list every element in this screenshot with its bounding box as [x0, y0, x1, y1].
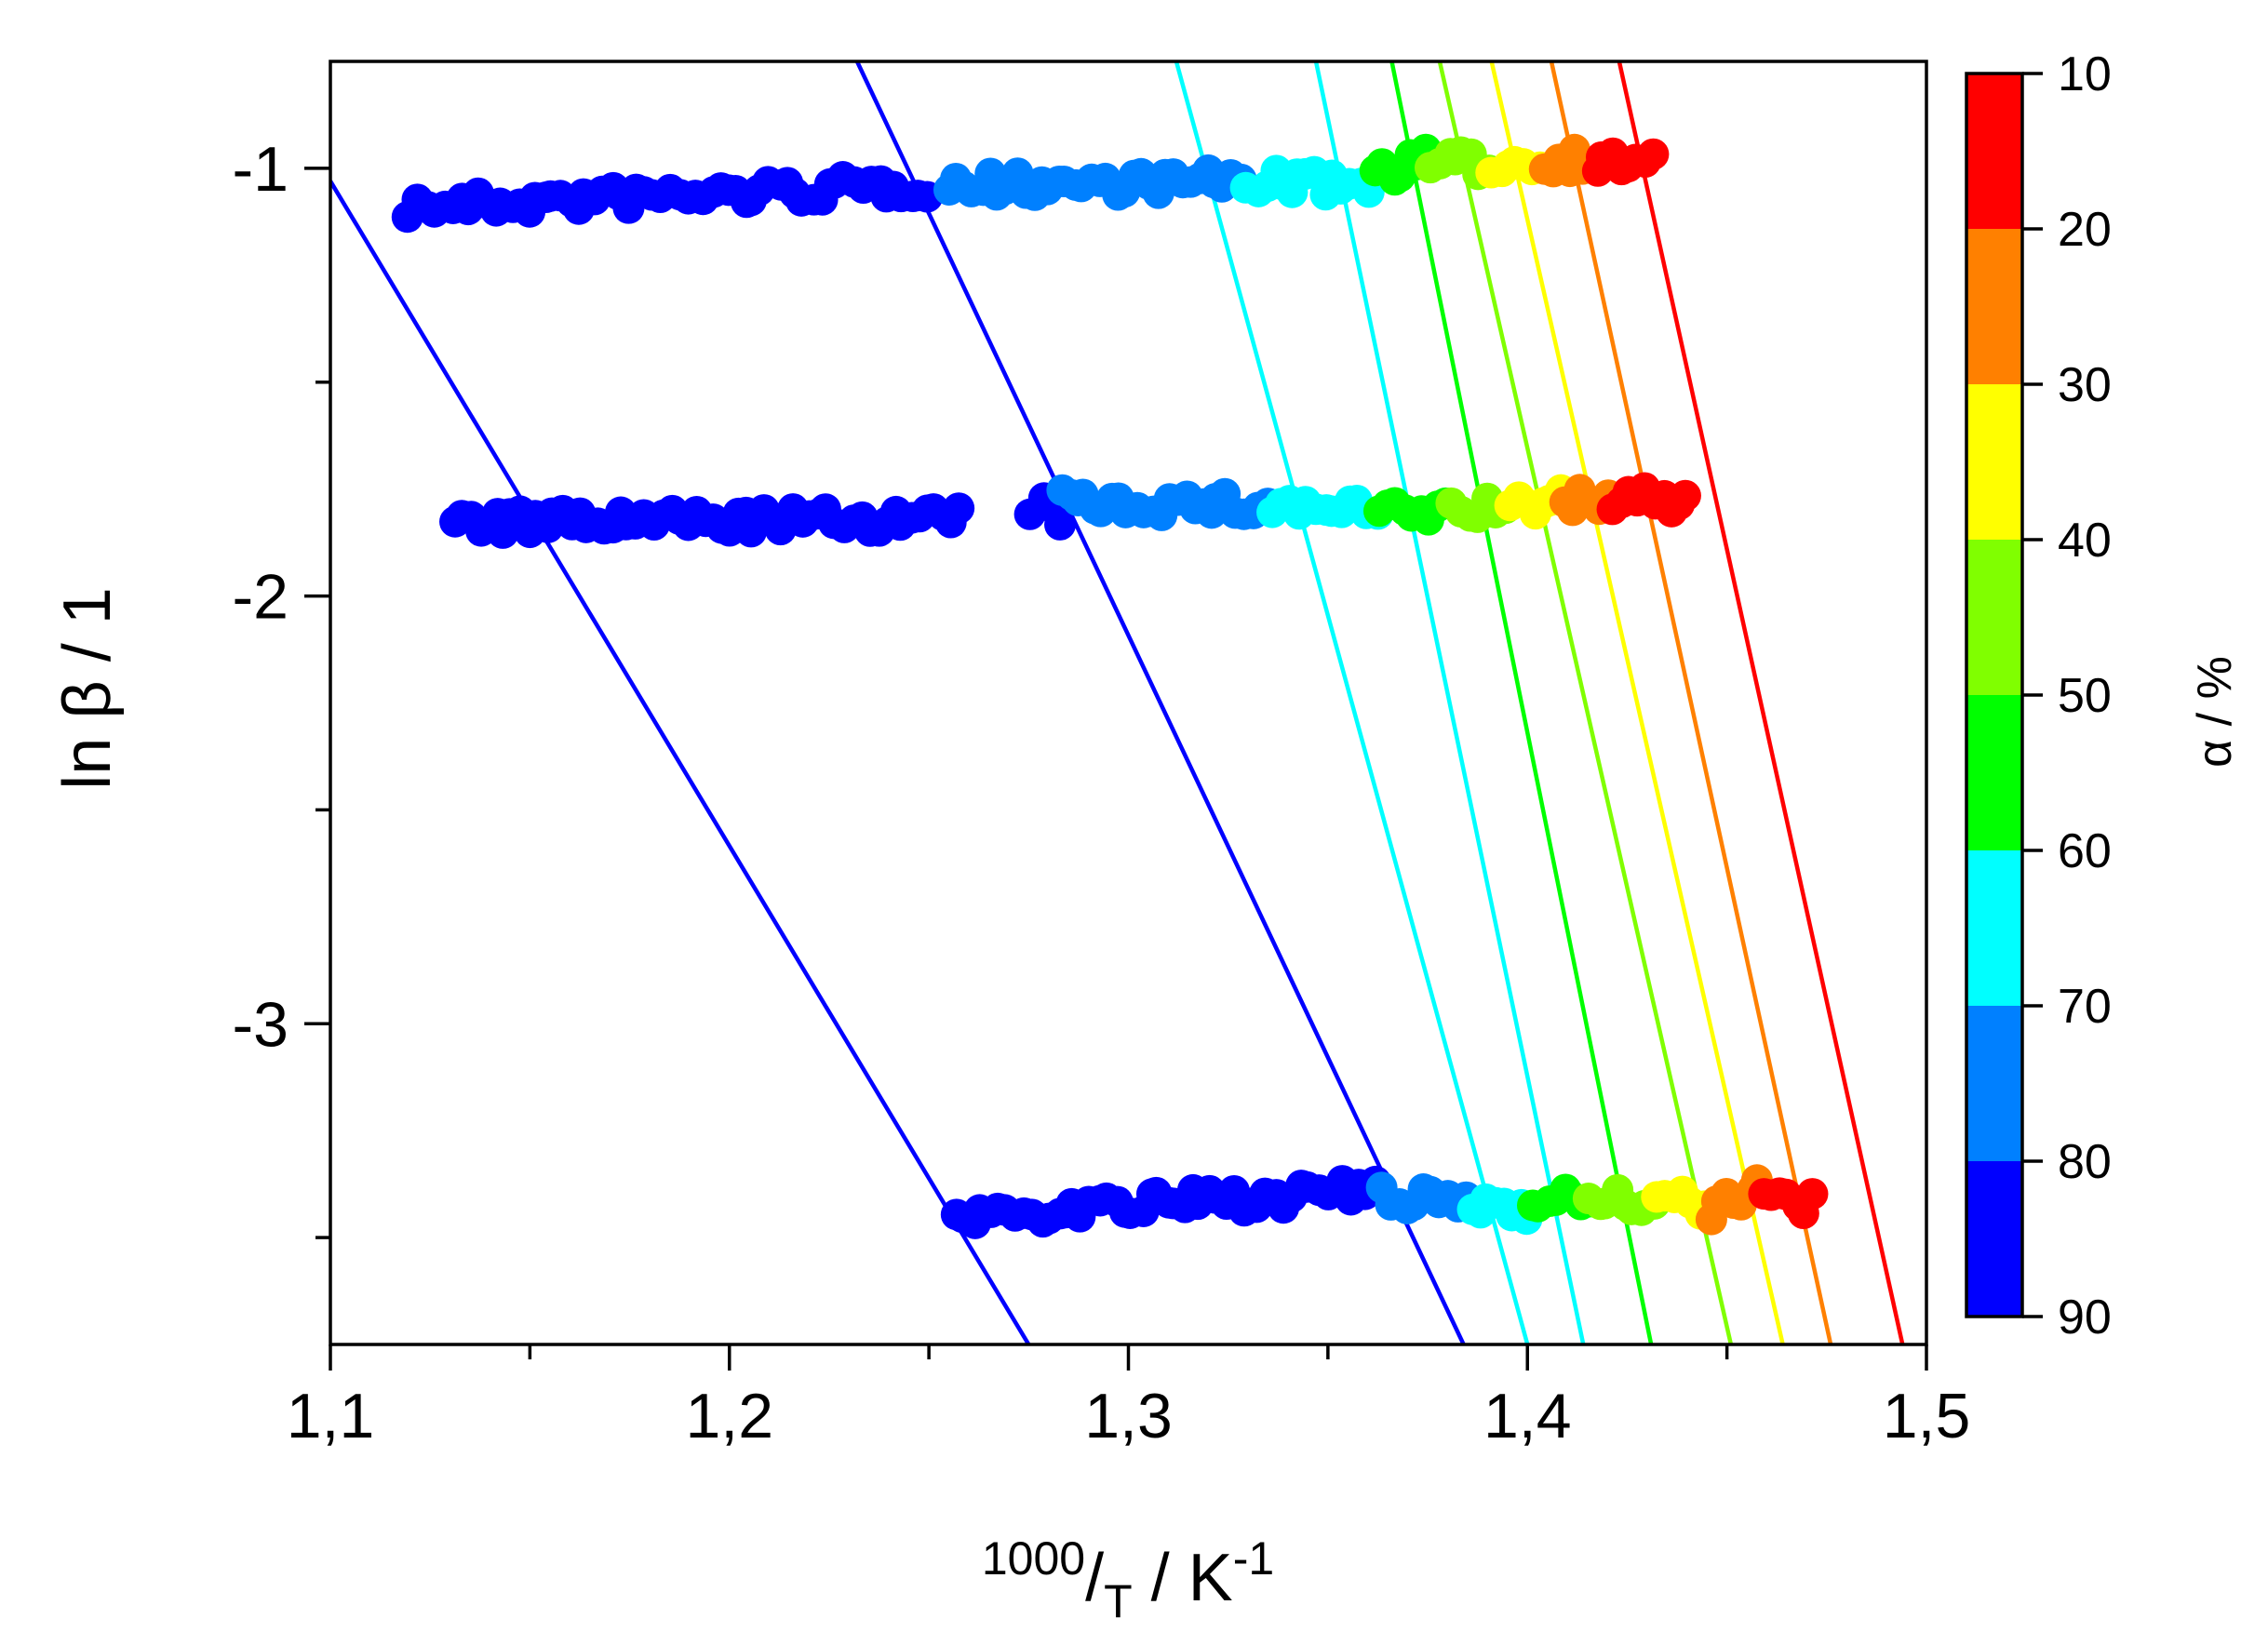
colorbar-tick-label: 90	[2058, 1291, 2112, 1344]
colorbar-tick-label: 30	[2058, 358, 2112, 412]
colorbar-band-4	[1966, 695, 2022, 850]
colorbar-tick-label: 10	[2058, 47, 2112, 101]
x-tick-label: 1,4	[1483, 1381, 1572, 1451]
series-1-segment-0	[439, 492, 975, 549]
y-tick-label: -1	[233, 134, 289, 205]
iso-line-7	[1549, 61, 1833, 1344]
iso-line-3	[1313, 61, 1586, 1344]
iso-line-1	[854, 61, 1466, 1344]
x-axis-title: 1000/T / K-1	[982, 1532, 1274, 1627]
series-2-segment-4	[1572, 1173, 1671, 1226]
data-points	[391, 133, 1829, 1239]
colorbar-band-7	[1966, 1161, 2022, 1317]
series-2-segment-7	[1748, 1177, 1829, 1229]
x-axis-title-unit-sup: -1	[1233, 1532, 1274, 1585]
x-axis-title-sup: 1000	[982, 1532, 1085, 1585]
data-point	[1044, 508, 1077, 541]
iso-line-5	[1437, 61, 1734, 1344]
iso-line-6	[1489, 61, 1785, 1344]
colorbar-tick-label: 70	[2058, 980, 2112, 1034]
series-1-segment-2	[1046, 474, 1284, 531]
data-point	[1796, 1178, 1829, 1210]
colorbar-tick-label: 40	[2058, 514, 2112, 568]
series-0-segment-0	[391, 161, 944, 234]
series-2-segment-0	[940, 1165, 1391, 1239]
series-1-segment-8	[1596, 472, 1701, 528]
colorbar-band-5	[1966, 850, 2022, 1006]
iso-lines	[330, 61, 1905, 1344]
data-point	[1637, 138, 1670, 170]
x-tick-label: 1,1	[287, 1381, 375, 1451]
data-point	[1669, 479, 1701, 512]
x-axis-title-unit: / K	[1133, 1541, 1233, 1615]
data-point	[943, 492, 975, 525]
series-0-segment-7	[1581, 137, 1670, 187]
colorbar-tick-label: 60	[2058, 824, 2112, 878]
colorbar-tick-label: 80	[2058, 1135, 2112, 1189]
y-axis: -1 -2 -3	[233, 134, 330, 1239]
series-1-segment-7	[1549, 474, 1625, 527]
series-1-segment-5	[1435, 482, 1522, 533]
colorbar: 10 20 30 40 50 60 70 80 90	[1965, 47, 2112, 1344]
x-axis-title-sub: T	[1104, 1575, 1133, 1627]
colorbar-band-3	[1966, 540, 2022, 695]
x-tick-label: 1,5	[1883, 1381, 1971, 1451]
colorbar-tick-label: 50	[2058, 669, 2112, 723]
colorbar-band-2	[1966, 384, 2022, 540]
x-tick-label: 1,3	[1084, 1381, 1173, 1451]
y-tick-label: -2	[233, 562, 289, 633]
colorbar-title: α / %	[2188, 656, 2242, 768]
iso-line-0	[330, 180, 1031, 1344]
x-tick-label: 1,2	[685, 1381, 773, 1451]
iso-line-4	[1389, 61, 1654, 1344]
y-axis-title: ln β / 1	[50, 587, 125, 790]
x-axis: 1,1 1,2 1,3 1,4 1,5	[287, 1344, 1971, 1451]
y-tick-label: -3	[233, 989, 289, 1060]
x-axis-title-slash: /	[1085, 1541, 1104, 1615]
iso-line-2	[1174, 61, 1530, 1344]
iso-line-8	[1617, 61, 1905, 1344]
colorbar-band-1	[1966, 229, 2022, 384]
colorbar-band-6	[1966, 1006, 2022, 1161]
series-0-segment-3	[1359, 133, 1443, 196]
colorbar-tick-label: 20	[2058, 203, 2112, 257]
series-0-segment-1	[933, 154, 1257, 211]
colorbar-band-0	[1966, 74, 2022, 229]
